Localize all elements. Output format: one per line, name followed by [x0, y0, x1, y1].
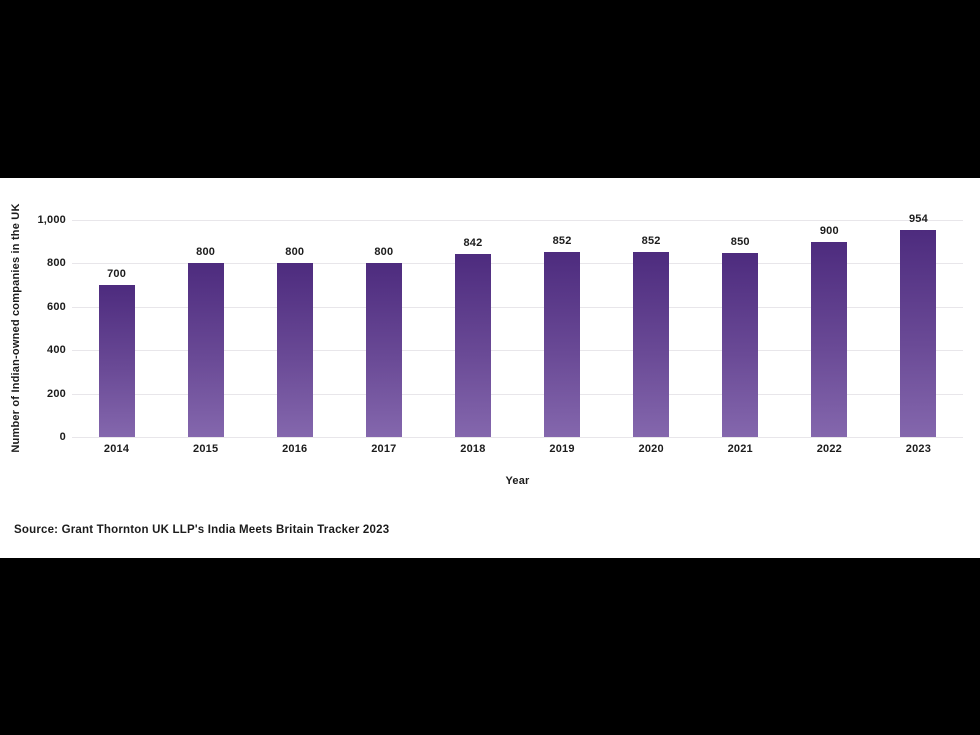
- x-axis-tick-label: 2019: [549, 443, 575, 455]
- bar: [187, 263, 224, 437]
- bar-value-label: 700: [107, 268, 127, 281]
- bar-value-label: 852: [552, 235, 572, 248]
- x-axis-tick-label: 2018: [460, 443, 486, 455]
- bar-value-label: 852: [641, 235, 661, 248]
- chart-panel: Number of Indian-owned companies in the …: [0, 178, 980, 558]
- y-axis-tick-label: 1,000: [37, 214, 66, 226]
- bar: [633, 252, 670, 437]
- gridline: [72, 393, 963, 395]
- x-axis-title: Year: [505, 475, 530, 487]
- y-axis-tick-label: 0: [59, 431, 66, 443]
- bar-value-label: 900: [819, 224, 839, 237]
- source-text: Source: Grant Thornton UK LLP's India Me…: [14, 524, 390, 536]
- plot-area: 700 800 800 800 842 852 852 850 900 954: [72, 213, 963, 438]
- gridline: [72, 350, 963, 352]
- gridline: [72, 306, 963, 308]
- x-axis-tick-label: 2014: [103, 443, 130, 455]
- bar: [276, 263, 313, 437]
- bar: [365, 263, 402, 437]
- x-axis-tick-label: 2015: [193, 443, 219, 455]
- y-axis-tick-labels: 0 200 400 600 800 1,000: [26, 214, 66, 443]
- gridline: [72, 220, 963, 221]
- bar: [544, 252, 581, 437]
- y-axis-tick-label: 600: [47, 300, 66, 313]
- bar: [454, 254, 491, 437]
- x-axis-tick-label: 2017: [371, 443, 397, 455]
- x-axis-tick-label: 2022: [816, 443, 842, 455]
- y-axis-tick-label: 800: [47, 257, 66, 270]
- x-axis-tick-label: 2020: [638, 443, 664, 455]
- bar-value-label: 800: [285, 246, 305, 259]
- gridline: [72, 437, 963, 438]
- x-axis-tick-label: 2023: [905, 443, 932, 455]
- y-axis-tick-label: 200: [47, 387, 66, 400]
- bar-value-label: 842: [463, 237, 483, 250]
- x-axis-tick-label: 2016: [282, 443, 308, 455]
- bar: [722, 252, 759, 437]
- bar-value-label: 800: [374, 246, 394, 259]
- y-axis-title: Number of Indian-owned companies in the …: [10, 203, 22, 453]
- bar-value-label: 954: [908, 212, 928, 225]
- gridline: [72, 263, 963, 265]
- bar-value-label: 800: [196, 246, 216, 259]
- x-axis-tick-label: 2021: [727, 443, 753, 455]
- bar-value-label: 850: [730, 235, 750, 248]
- bar: [900, 229, 937, 437]
- bar: [98, 285, 135, 437]
- y-axis-tick-label: 400: [47, 344, 66, 357]
- x-axis-tick-labels: 2014 2015 2016 2017 2018 2019 2020 2021 2022 2023: [72, 443, 963, 459]
- bar: [811, 241, 848, 437]
